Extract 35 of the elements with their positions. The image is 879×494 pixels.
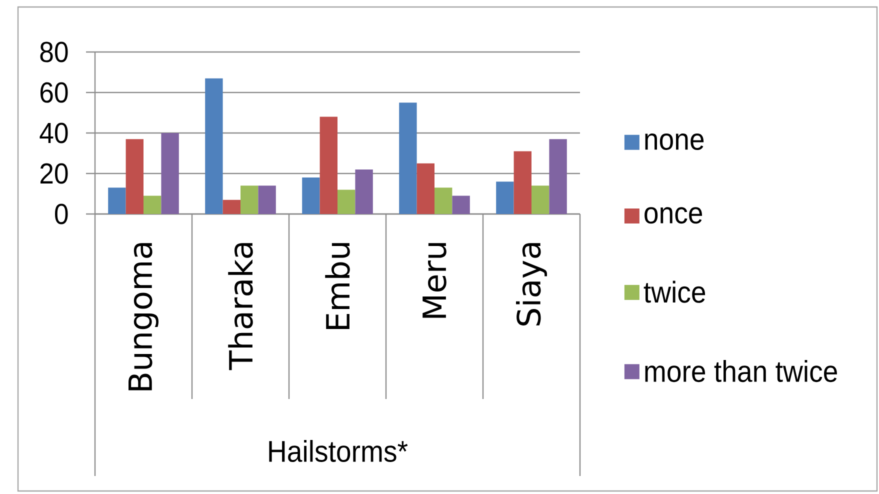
y-tick-label: 0 bbox=[55, 204, 68, 224]
x-tick-label: Tharaka bbox=[228, 243, 253, 370]
x-tick-label: Embu bbox=[325, 243, 350, 330]
legend-label: more than twice bbox=[645, 360, 837, 382]
bar bbox=[452, 196, 470, 214]
bar bbox=[399, 102, 417, 214]
bar bbox=[355, 169, 373, 214]
bar bbox=[108, 188, 126, 214]
bar bbox=[302, 178, 320, 214]
bar bbox=[496, 182, 514, 214]
bar bbox=[144, 196, 162, 214]
bar bbox=[320, 116, 338, 214]
legend-label: once bbox=[644, 207, 702, 224]
y-tick-label: 20 bbox=[40, 163, 68, 184]
bar bbox=[514, 151, 532, 214]
bar bbox=[258, 186, 276, 214]
x-tick-label: Siaya bbox=[516, 243, 547, 326]
y-tick-label: 80 bbox=[40, 42, 68, 62]
bar bbox=[126, 139, 144, 214]
legend-label: none bbox=[645, 134, 704, 150]
x-tick-label: Bungoma bbox=[128, 243, 158, 390]
bar bbox=[549, 139, 567, 214]
bar bbox=[531, 186, 550, 214]
bar bbox=[338, 190, 356, 214]
legend-label: twice bbox=[644, 280, 706, 303]
bar bbox=[222, 200, 241, 214]
y-tick-label: 60 bbox=[40, 82, 68, 103]
x-tick-label: Meru bbox=[422, 243, 446, 318]
bar bbox=[416, 163, 434, 214]
bar bbox=[205, 78, 223, 214]
bar bbox=[434, 188, 452, 214]
y-tick-label: 40 bbox=[40, 122, 68, 144]
bar bbox=[240, 186, 258, 214]
bar bbox=[161, 132, 179, 214]
x-axis-title: Hailstorms* bbox=[269, 440, 408, 462]
